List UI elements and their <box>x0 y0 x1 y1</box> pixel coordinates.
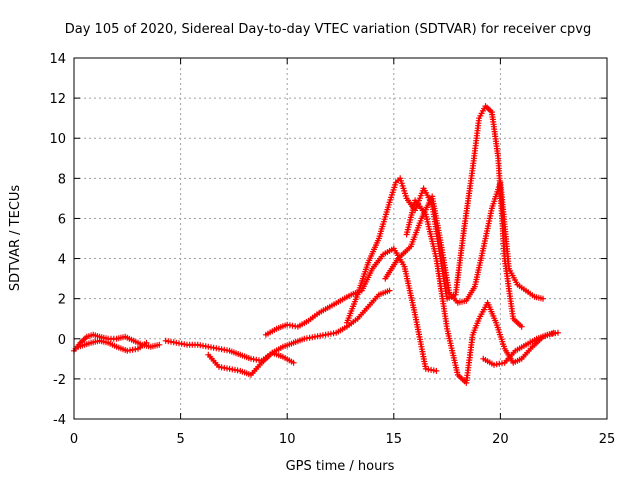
data-point-marker <box>433 367 440 374</box>
data-point-marker <box>156 341 163 348</box>
y-tick-label: 14 <box>49 52 66 67</box>
series-markers <box>403 197 557 386</box>
chart-title: Day 105 of 2020, Sidereal Day-to-day VTE… <box>65 22 591 37</box>
x-tick-label: 15 <box>386 432 403 447</box>
data-point-marker <box>555 329 561 336</box>
series-markers <box>262 245 440 374</box>
series-markers <box>480 329 561 368</box>
axis-ticks: 0 5 10 15 20 25 -4 -2 0 2 4 6 8 10 12 14 <box>49 52 615 447</box>
satellite-track-3 <box>162 287 393 364</box>
y-tick-label: 10 <box>49 132 66 147</box>
data-point-marker <box>540 295 546 302</box>
plot-area <box>71 103 561 386</box>
data-point-marker <box>386 287 393 294</box>
y-tick-label: -4 <box>53 413 66 428</box>
y-tick-label: 6 <box>58 212 66 227</box>
plot-frame <box>73 57 608 420</box>
x-tick-label: 0 <box>70 432 78 447</box>
x-tick-label: 5 <box>176 432 184 447</box>
x-tick-label: 25 <box>599 432 616 447</box>
satellite-track-8 <box>403 197 557 386</box>
x-tick-label: 20 <box>492 432 509 447</box>
satellite-track-4 <box>205 349 297 378</box>
data-point-marker <box>518 323 525 330</box>
y-tick-label: 2 <box>58 293 66 308</box>
satellite-track-7 <box>382 179 546 306</box>
y-tick-label: -2 <box>53 373 66 388</box>
satellite-track-2 <box>75 337 150 354</box>
satellite-track-9 <box>480 329 561 368</box>
series-markers <box>75 337 150 354</box>
data-point-marker <box>290 359 297 366</box>
data-point-marker <box>143 339 150 346</box>
series-markers <box>382 179 546 306</box>
series-markers <box>205 349 297 378</box>
y-axis-label: SDTVAR / TECUs <box>8 185 23 292</box>
y-tick-label: 0 <box>58 333 66 348</box>
y-tick-label: 8 <box>58 172 66 187</box>
y-tick-label: 4 <box>58 253 66 268</box>
satellite-track-5 <box>262 245 440 374</box>
x-tick-label: 10 <box>279 432 296 447</box>
y-tick-label: 12 <box>49 92 66 107</box>
grid <box>74 58 607 419</box>
x-axis-label: GPS time / hours <box>286 459 395 474</box>
